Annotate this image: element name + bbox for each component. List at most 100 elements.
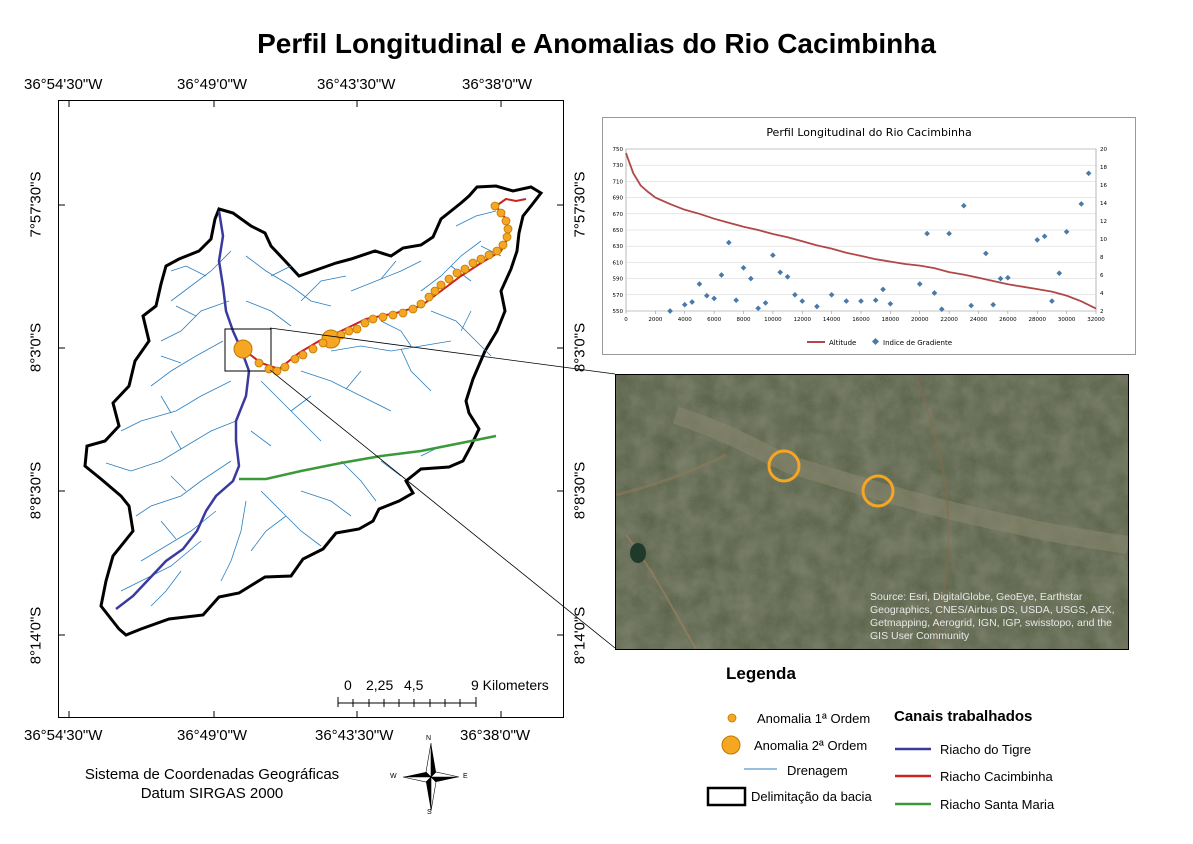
x-tick-label: 30000 — [1058, 317, 1076, 323]
x-tick-label: 0 — [624, 317, 628, 323]
gradient-index-point — [1056, 270, 1063, 277]
coordinate-system-line1: Sistema de Coordenadas Geográficas — [84, 766, 340, 783]
basin-boundary — [83, 184, 544, 637]
scale-label-0: 0 — [344, 677, 352, 693]
gradient-index-point — [887, 300, 894, 307]
gradient-index-point — [814, 303, 820, 310]
legend-basin-symbol — [706, 786, 747, 807]
x-tick-label: 2000 — [648, 317, 662, 323]
y-left-tick-label: 650 — [613, 228, 624, 234]
gradient-index-point — [740, 264, 747, 271]
chart-title: Perfil Longitudinal do Rio Cacimbinha — [766, 126, 971, 139]
legend-gradient-label: Indice de Gradiente — [883, 339, 952, 347]
gradient-index-point — [748, 275, 754, 282]
east-label: E — [463, 773, 468, 780]
legend-drainage-label: Drenagem — [787, 763, 848, 778]
y-left-tick-label: 750 — [613, 147, 624, 153]
chart-left-axis: 550 570 590 610 630 650 670 690 710 730 750 — [613, 147, 624, 315]
y-left-tick-label: 570 — [613, 293, 624, 299]
y-right-tick-label: 18 — [1100, 165, 1107, 171]
gradient-index-point — [924, 230, 930, 237]
gradient-index-point — [1041, 233, 1048, 240]
y-left-tick-label: 590 — [613, 277, 624, 283]
y-left-tick-label: 730 — [613, 163, 624, 169]
coordinate-system-line2: Datum SIRGAS 2000 — [140, 785, 284, 802]
legend-anomaly2-symbol — [721, 735, 741, 755]
chart-series-layer — [625, 152, 1097, 314]
gradient-index-point — [711, 295, 717, 302]
gradient-index-point — [718, 272, 725, 278]
north-arrow-icon — [402, 742, 460, 812]
gradient-index-point — [733, 297, 739, 304]
anomaly-circle-2 — [861, 474, 895, 508]
gradient-index-point — [997, 275, 1004, 282]
x-tick-label: 20000 — [911, 317, 929, 323]
y-right-tick-label: 10 — [1100, 237, 1107, 243]
y-left-tick-label: 610 — [613, 260, 624, 266]
gradient-index-point — [696, 281, 703, 287]
y-right-tick-label: 6 — [1100, 273, 1104, 279]
main-map-frame: 0 2,25 4,5 9 Kilometers — [58, 100, 564, 718]
legend-gradient-swatch — [871, 337, 880, 346]
gradient-index-point — [762, 300, 769, 306]
y-left-tick-label: 630 — [613, 244, 624, 250]
y-right-tick-label: 20 — [1100, 147, 1107, 153]
x-tick-label: 6000 — [707, 317, 721, 323]
chart-x-axis: 0 2000 4000 6000 8000 10000 12000 14000 16000 180… — [624, 311, 1105, 323]
gradient-index-point — [931, 290, 938, 296]
scale-bar — [337, 697, 477, 707]
y-right-tick-label: 16 — [1100, 183, 1107, 189]
coord-top-3: 36°43'30"W — [317, 76, 396, 93]
gradient-index-point — [667, 308, 673, 314]
x-tick-label: 32000 — [1087, 317, 1105, 323]
gradient-index-point — [983, 250, 989, 257]
gradient-index-point — [946, 230, 952, 237]
anomaly-circle-1 — [767, 449, 801, 483]
gradient-index-point — [1049, 298, 1055, 304]
coord-top-1: 36°54'30"W — [24, 76, 103, 93]
x-tick-label: 22000 — [940, 317, 958, 323]
chart-right-axis: 2 4 6 8 10 12 14 16 18 20 — [1100, 147, 1107, 315]
coord-bottom-3: 36°43'30"W — [315, 727, 394, 744]
anomaly-markers — [233, 201, 513, 376]
map-title: Perfil Longitudinal e Anomalias do Rio C… — [257, 28, 936, 59]
scale-label-2: 4,5 — [404, 677, 424, 693]
gradient-index-point — [938, 306, 945, 313]
y-right-tick-label: 8 — [1100, 255, 1104, 261]
gradient-index-point — [703, 292, 710, 299]
canais-title: Canais trabalhados — [894, 708, 1033, 725]
gradient-index-point — [843, 298, 850, 304]
riacho-do-tigre-line — [115, 210, 251, 610]
chart-legend: Altitude Indice de Gradiente — [807, 337, 952, 347]
x-tick-label: 16000 — [852, 317, 870, 323]
basin-map — [59, 101, 563, 717]
gradient-index-point — [828, 291, 835, 298]
profile-chart: Perfil Longitudinal do Rio Cacimbinha 55… — [613, 126, 1108, 347]
legend-anomaly1-symbol — [727, 713, 737, 723]
gradient-index-point — [1063, 228, 1070, 235]
gradient-index-point — [1034, 237, 1041, 243]
gradient-index-point — [725, 239, 732, 246]
canais-symbols — [895, 747, 931, 806]
gradient-index-point — [872, 297, 879, 304]
profile-chart-panel: Perfil Longitudinal do Rio Cacimbinha 55… — [602, 117, 1136, 355]
x-tick-label: 28000 — [1029, 317, 1047, 323]
x-tick-label: 24000 — [970, 317, 988, 323]
gradient-index-point — [792, 291, 798, 298]
gradient-index-point — [1078, 201, 1085, 207]
north-label: N — [426, 735, 432, 742]
gradient-index-point — [916, 281, 923, 287]
x-tick-label: 10000 — [764, 317, 782, 323]
scale-label-3: 9 Kilometers — [471, 677, 549, 693]
gradient-index-point — [784, 273, 791, 280]
x-tick-label: 18000 — [882, 317, 900, 323]
legend-symbols — [706, 713, 777, 807]
x-tick-label: 8000 — [737, 317, 751, 323]
x-tick-label: 12000 — [794, 317, 812, 323]
altitude-series-line — [625, 152, 1097, 310]
scale-label-1: 2,25 — [366, 677, 394, 693]
gradient-index-point — [777, 269, 784, 276]
legend-anomaly2-label: Anomalia 2ª Ordem — [754, 738, 868, 753]
gradient-index-point — [1005, 274, 1011, 281]
